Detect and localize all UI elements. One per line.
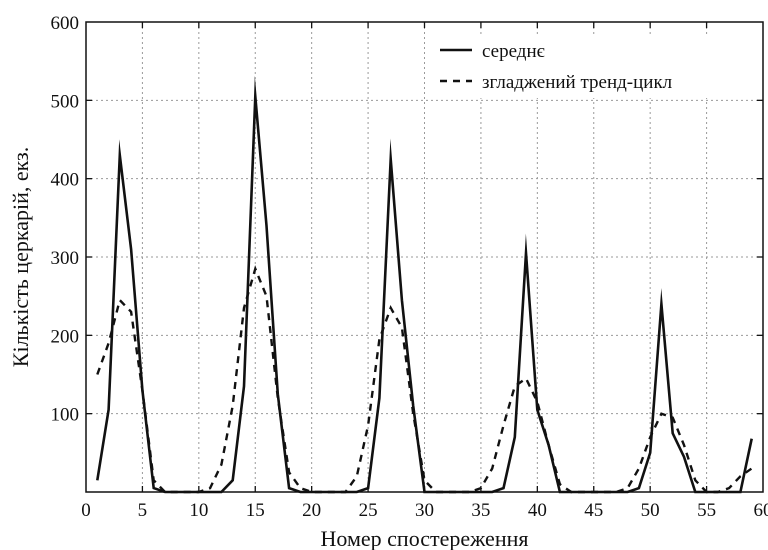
x-tick-label: 0 [81,500,91,521]
x-tick-label: 45 [584,500,603,521]
series-line-smoothed [96,265,753,494]
x-tick-label: 25 [359,500,378,521]
y-tick-label: 200 [51,326,80,347]
x-tick-label: 40 [528,500,547,521]
x-tick-label: 20 [302,500,321,521]
y-tick-label: 100 [51,405,80,426]
legend: середнє згладжений тренд-цикл [434,36,756,98]
x-tick-label: 10 [189,500,208,521]
legend-label-mean: середнє [482,41,545,62]
x-tick-label: 15 [246,500,265,521]
x-axis-label: Номер спостереження [321,526,529,550]
y-tick-label: 400 [51,170,80,191]
legend-background [434,36,756,98]
x-tick-label: 5 [138,500,148,521]
y-tick-label: 300 [51,248,80,269]
x-tick-label: 50 [641,500,660,521]
x-tick-label: 60 [754,500,768,521]
x-tick-label: 35 [471,500,490,521]
x-tick-label: 30 [415,500,434,521]
legend-label-smoothed: згладжений тренд-цикл [482,72,673,93]
axis-ticks: 0 5 10 15 20 25 30 35 40 45 50 55 60 100 200 300 400 500 6… [51,13,768,521]
y-tick-label: 600 [51,13,80,34]
x-tick-label: 55 [697,500,716,521]
y-tick-label: 500 [51,91,80,112]
y-axis-label: Кількість церкарій, екз. [8,147,33,367]
